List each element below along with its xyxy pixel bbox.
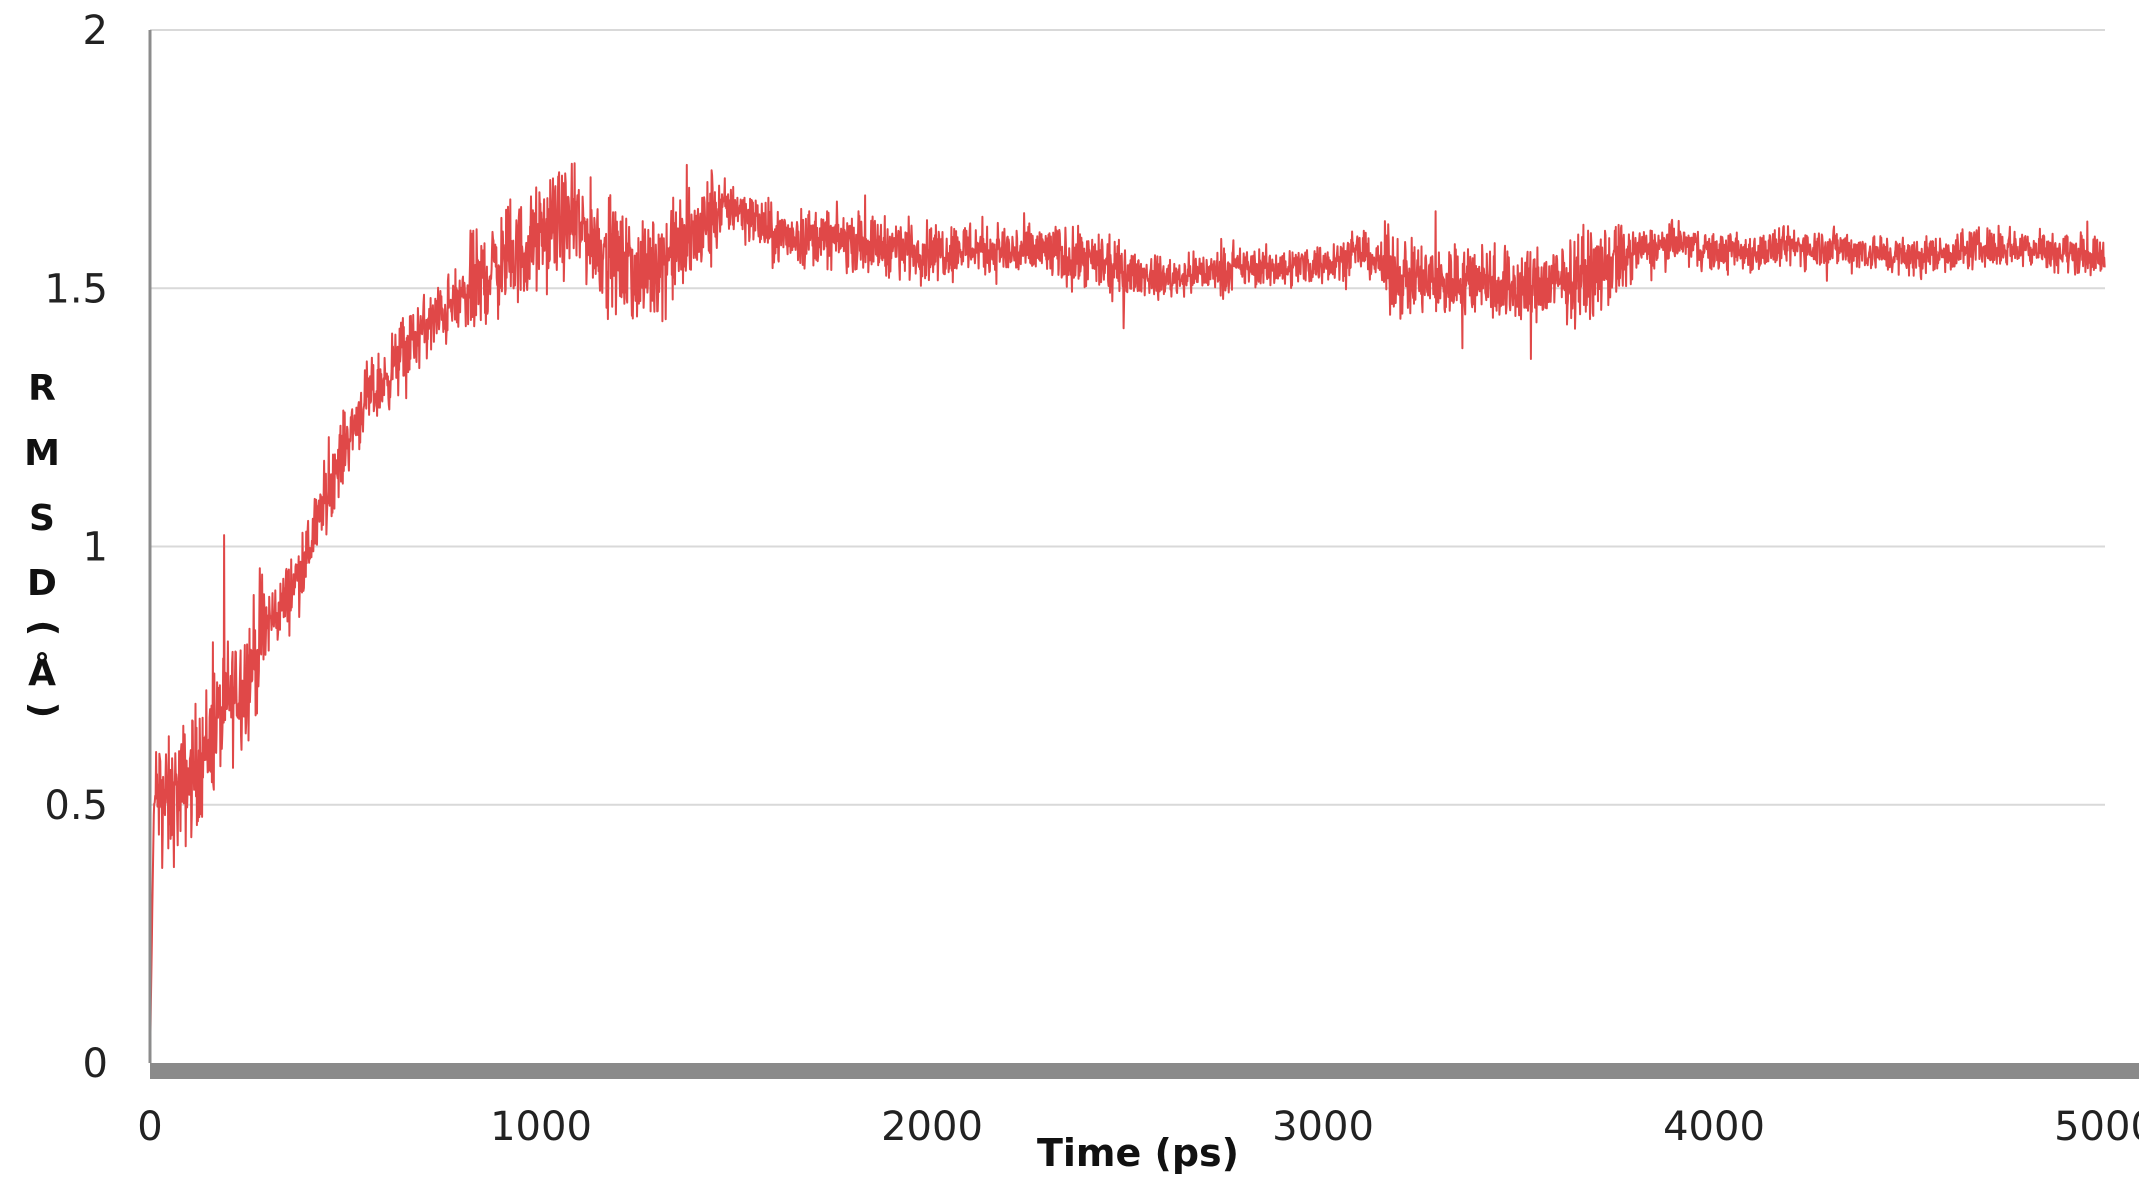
y-tick-label: 1.5 <box>44 266 108 312</box>
y-tick-label: 0.5 <box>44 783 108 829</box>
y-axis-title-char: ( <box>22 702 63 718</box>
y-tick-label: 1 <box>83 525 108 571</box>
y-axis-title-char: R <box>28 368 56 409</box>
y-tick-label: 0 <box>83 1041 108 1087</box>
y-axis-title-char: M <box>24 433 60 474</box>
y-axis-title-char: ) <box>22 620 63 636</box>
x-tick-label: 0 <box>137 1104 162 1150</box>
axes <box>148 30 2139 1079</box>
series-line <box>149 162 2106 1064</box>
y-axis-title-char: S <box>29 498 55 539</box>
x-axis-title: Time (ps) <box>1037 1131 1239 1175</box>
y-tick-label: 2 <box>83 8 108 54</box>
x-tick-label: 4000 <box>1663 1104 1765 1150</box>
gridlines <box>150 29 2105 806</box>
x-tick-label: 2000 <box>881 1104 983 1150</box>
y-tick-labels: 0 0.5 1 1.5 2 <box>44 8 108 1087</box>
y-axis-title-char: Å <box>28 652 56 694</box>
x-tick-label: 3000 <box>1272 1104 1374 1150</box>
x-tick-label: 1000 <box>490 1104 592 1150</box>
y-axis-title-char: D <box>27 563 57 604</box>
x-axis-bar <box>150 1063 2139 1079</box>
series-layer <box>149 162 2106 1064</box>
